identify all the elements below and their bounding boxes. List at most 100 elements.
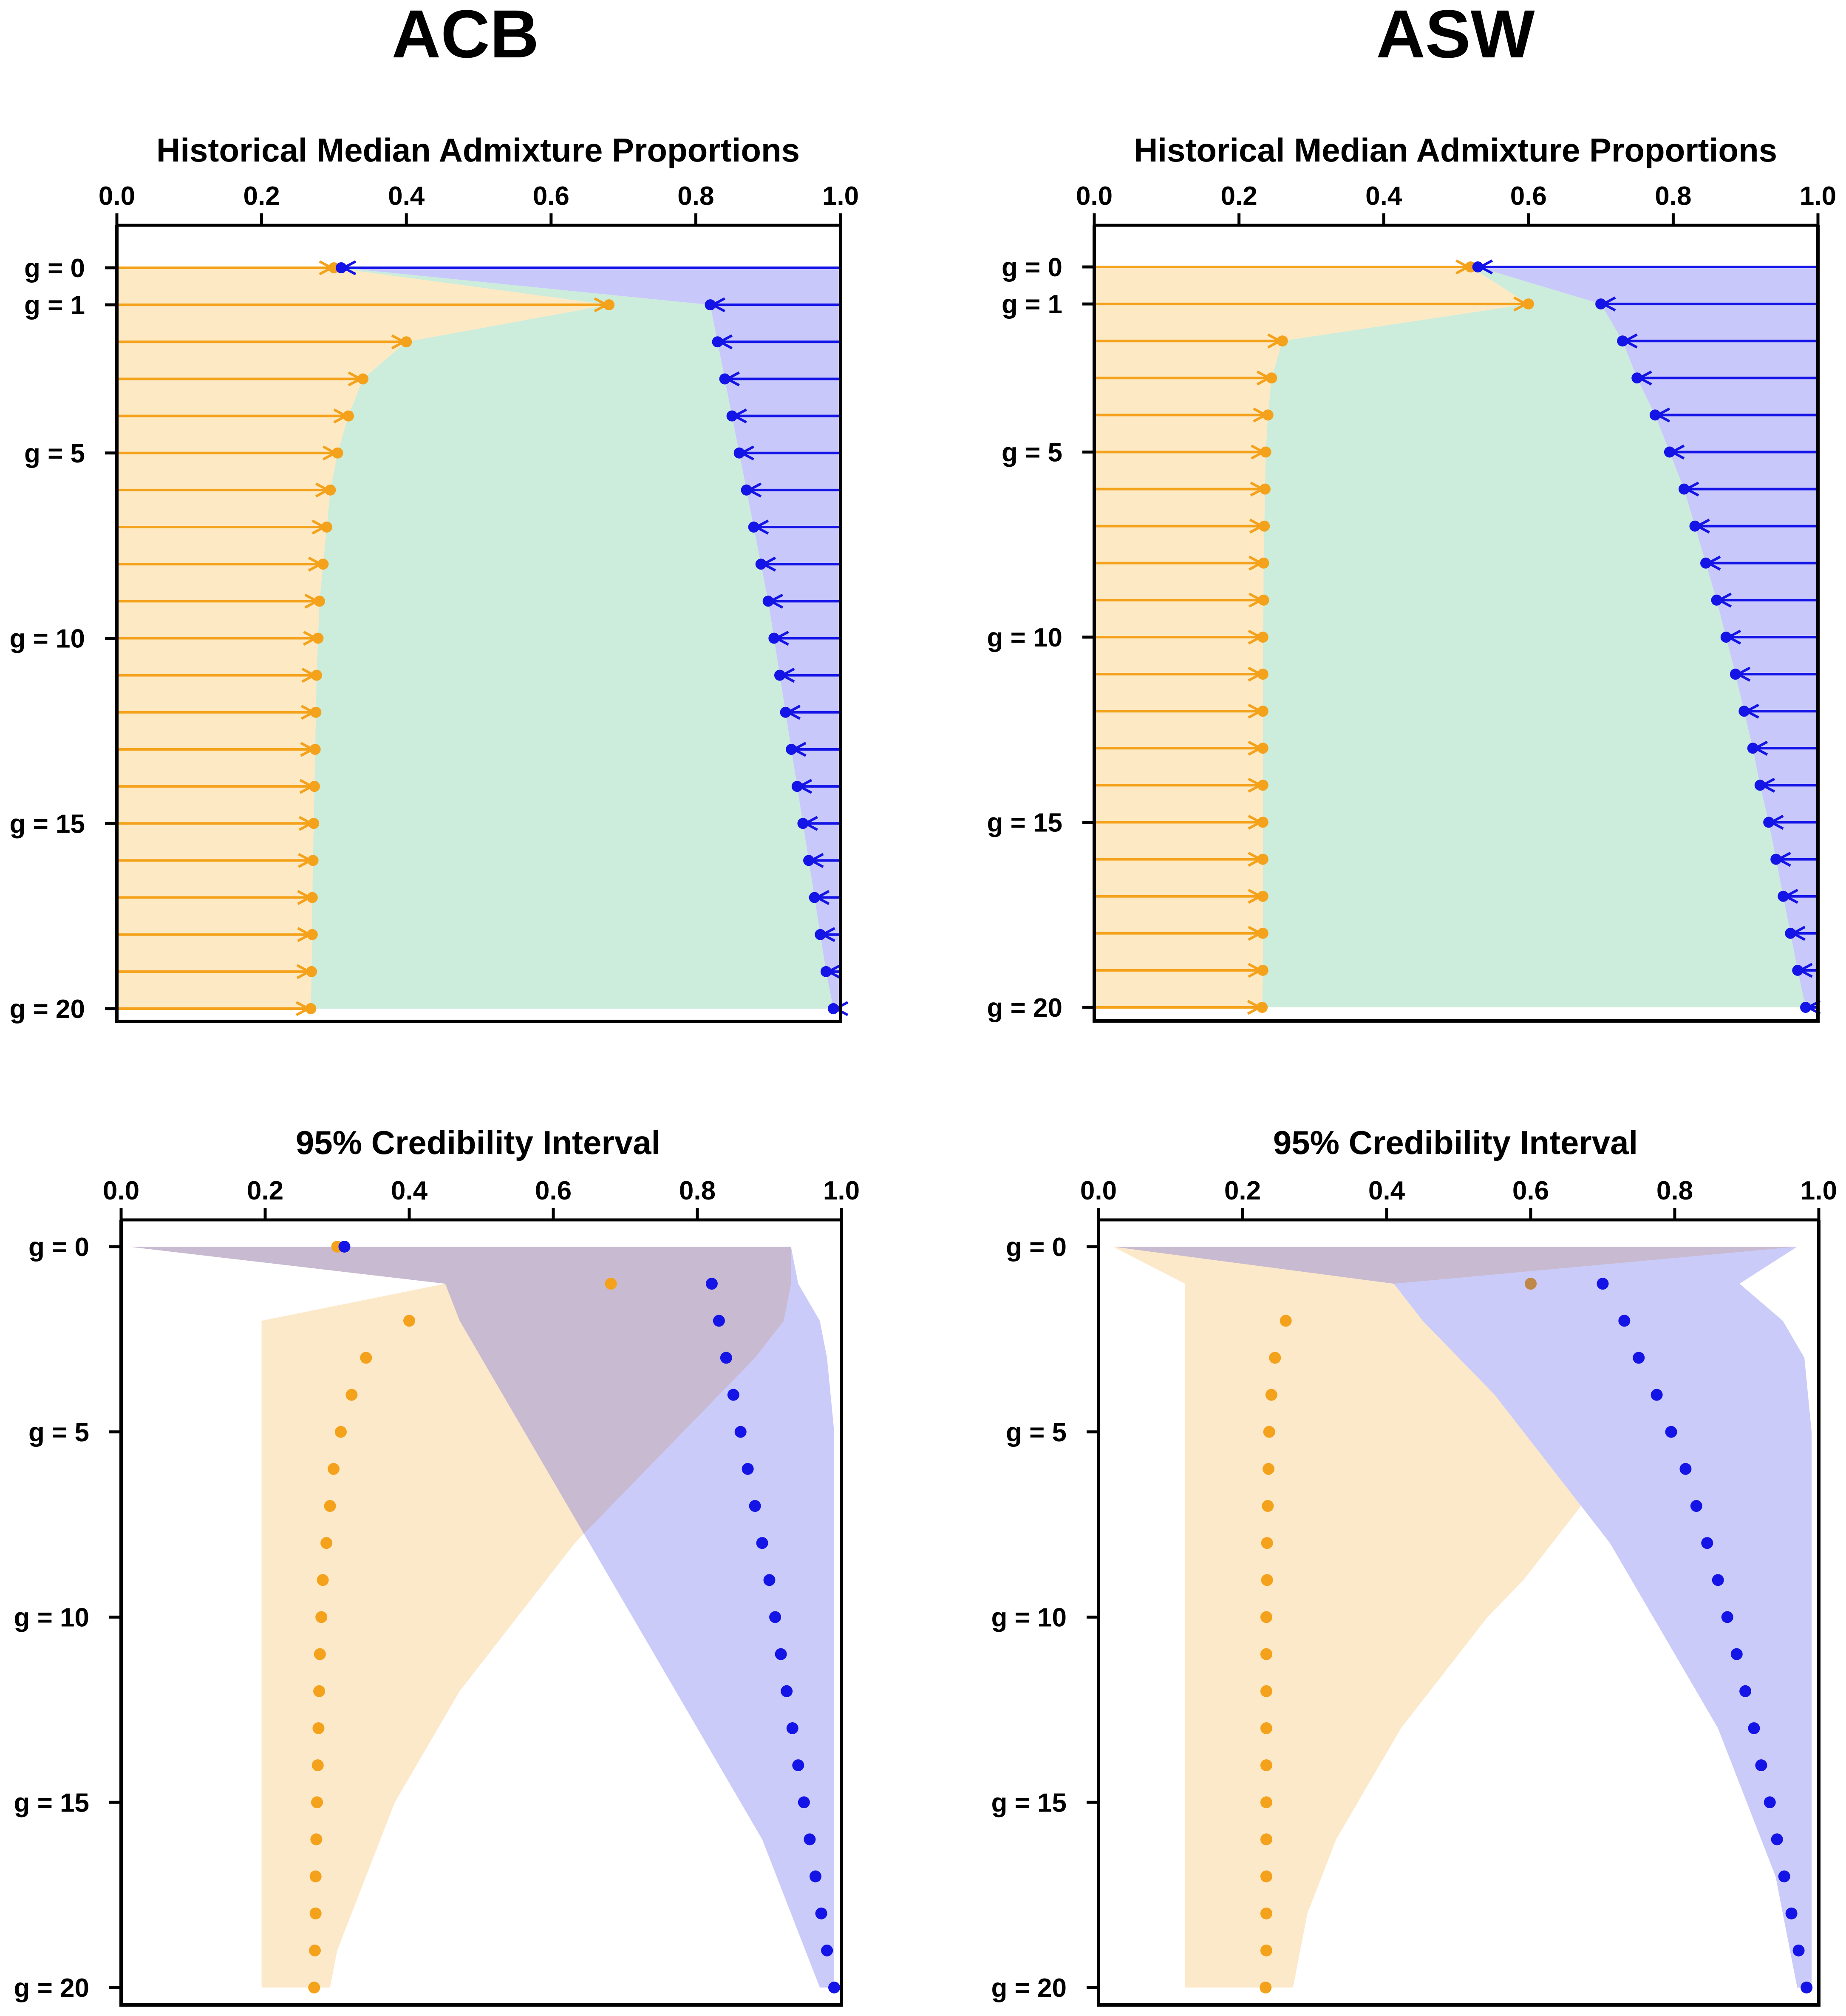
blue-median-point — [1785, 1907, 1798, 1920]
generation-label: g = 0 — [1006, 1233, 1067, 1262]
x-tick-label: 0.4 — [388, 181, 425, 211]
orange-median-point — [315, 1611, 328, 1623]
generation-label: g = 5 — [1002, 438, 1062, 468]
blue-median-point — [1801, 1982, 1813, 1993]
x-tick-label: 0.6 — [1510, 181, 1547, 211]
orange-point — [305, 1003, 317, 1014]
x-tick-label: 0.6 — [535, 1176, 572, 1205]
orange-median-point — [308, 1982, 320, 1993]
blue-point — [1800, 1002, 1812, 1013]
x-tick-label: 0.4 — [391, 1176, 428, 1205]
blue-point — [774, 669, 785, 681]
blue-median-point — [781, 1685, 793, 1697]
blue-point — [1664, 446, 1675, 458]
x-tick-label: 0.8 — [677, 181, 714, 211]
blue-median-point — [1778, 1870, 1790, 1883]
blue-point — [1770, 853, 1782, 865]
generation-label: g = 15 — [991, 1788, 1067, 1818]
green-ancestry-area-asw — [1262, 267, 1806, 1007]
generation-label: g = 5 — [28, 1418, 89, 1447]
generation-label: g = 5 — [1006, 1418, 1067, 1447]
orange-point — [332, 447, 343, 459]
blue-point — [719, 373, 730, 385]
blue-median-point — [749, 1500, 761, 1512]
x-tick-label: 0.0 — [103, 1176, 139, 1205]
blue-median-point — [1764, 1796, 1776, 1809]
orange-point — [310, 706, 322, 718]
plot-frame — [1097, 1220, 1821, 2007]
orange-median-point-overlap — [1525, 1278, 1537, 1290]
blue-point — [803, 855, 815, 866]
orange-median-point — [1260, 1685, 1272, 1697]
blue-median-point — [1739, 1685, 1752, 1697]
orange-point — [1257, 706, 1268, 717]
generation-label: g = 0 — [24, 254, 85, 283]
blue-median-point — [775, 1648, 787, 1660]
generation-label: g = 0 — [28, 1233, 89, 1262]
orange-point — [1258, 594, 1269, 606]
blue-point — [1649, 409, 1661, 421]
blue-point — [762, 595, 774, 607]
blue-median-point — [1792, 1944, 1805, 1956]
generation-label: g = 10 — [10, 624, 85, 654]
blue-median-point — [792, 1759, 804, 1772]
blue-median-point — [763, 1574, 776, 1586]
orange-median-point — [1260, 1944, 1272, 1956]
orange-median-point — [1265, 1389, 1277, 1401]
blue-median-point — [720, 1352, 732, 1364]
blue-point — [1595, 298, 1607, 310]
generation-label: g = 15 — [10, 809, 85, 839]
blue-point — [741, 484, 752, 496]
x-tick-label: 0.2 — [1220, 181, 1257, 211]
blue-point — [1778, 890, 1789, 902]
blue-median-point — [809, 1870, 821, 1883]
plot-frame — [115, 225, 842, 1023]
generation-label: g = 15 — [987, 808, 1063, 838]
blue-median-point — [1679, 1463, 1692, 1475]
column-title-asw: ASW — [1376, 0, 1535, 72]
blue-median-point — [1633, 1352, 1645, 1364]
blue-median-point — [1701, 1537, 1713, 1549]
interval-panel-acb: 0.0 0.2 0.4 0.6 0.8 1.0 g = 0 g = 5 g = 10 g = 15… — [14, 1176, 860, 2007]
orange-median-point — [1260, 1907, 1272, 1920]
orange-point — [309, 743, 321, 755]
blue-median-point — [804, 1833, 816, 1846]
panel-title-asw-median: Historical Median Admixture Proportions — [1134, 131, 1777, 169]
blue-median-point — [1771, 1833, 1783, 1846]
x-tick-label: 0.0 — [1076, 181, 1113, 211]
orange-median-point — [1260, 1648, 1272, 1660]
median-panel-asw: 0.0 0.2 0.4 0.6 0.8 1.0 g = 0 g = 1 g = 5 g = 10 g… — [987, 181, 1836, 1023]
orange-point — [314, 595, 325, 607]
panel-title-asw-interval: 95% Credibility Interval — [1273, 1124, 1638, 1161]
blue-point — [1720, 632, 1732, 643]
x-tick-label: 0.2 — [243, 181, 280, 211]
x-tick-label: 0.8 — [1655, 181, 1691, 211]
orange-median-point — [605, 1278, 617, 1290]
x-tick-label: 1.0 — [1801, 1176, 1837, 1205]
blue-point — [1472, 261, 1484, 272]
blue-median-point — [734, 1426, 747, 1438]
blue-point — [748, 522, 759, 533]
blue-point — [820, 966, 832, 977]
orange-median-point — [317, 1574, 329, 1586]
blue-point — [1785, 927, 1796, 939]
blue-point — [768, 632, 780, 644]
orange-point — [1258, 557, 1269, 569]
blue-point — [1738, 706, 1750, 717]
generation-label: g = 15 — [14, 1788, 90, 1818]
blue-point — [1754, 780, 1766, 791]
blue-median-point — [338, 1241, 351, 1253]
blue-median-point — [769, 1611, 781, 1623]
blue-point — [791, 781, 803, 792]
panel-title-acb-interval: 95% Credibility Interval — [296, 1124, 660, 1161]
orange-point — [1257, 853, 1268, 865]
blue-median-point — [1721, 1611, 1733, 1623]
x-tick-label: 0.6 — [1512, 1176, 1549, 1205]
blue-point — [827, 1003, 839, 1014]
median-panel-acb: 0.0 0.2 0.4 0.6 0.8 1.0 g = 0 g = 1 g = 5 g = 10 g… — [10, 181, 859, 1024]
x-tick-label: 0.8 — [1656, 1176, 1693, 1205]
blue-point — [809, 892, 820, 903]
blue-median-point — [1748, 1722, 1760, 1734]
orange-point — [1262, 409, 1274, 421]
